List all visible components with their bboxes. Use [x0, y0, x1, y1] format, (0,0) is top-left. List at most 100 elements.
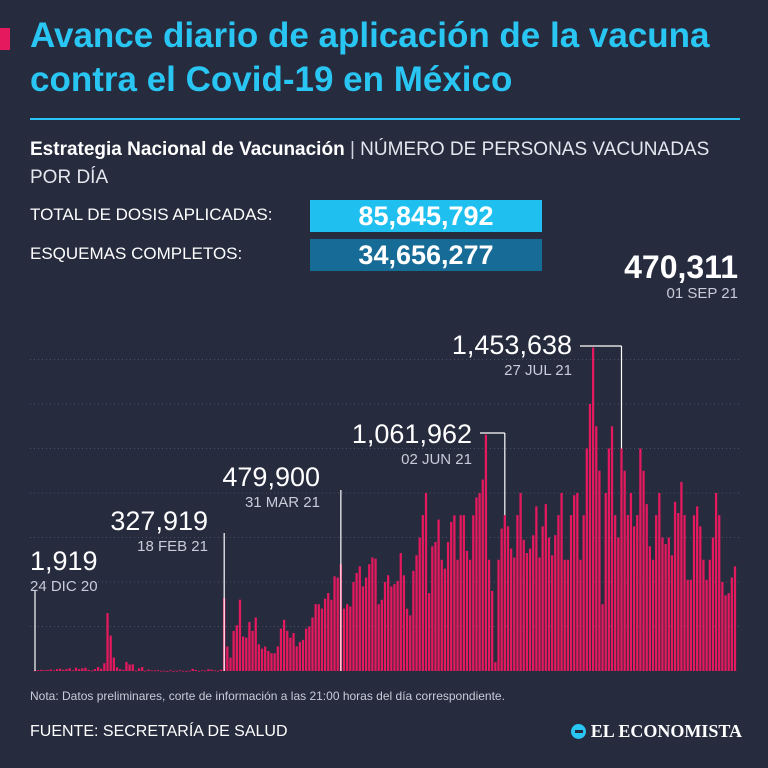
bar	[472, 515, 475, 671]
bar	[270, 653, 273, 671]
bar	[585, 448, 588, 671]
bar	[721, 582, 724, 671]
bar	[204, 670, 207, 672]
bar	[137, 668, 141, 671]
bar	[538, 557, 541, 671]
bar	[383, 582, 387, 671]
bar	[194, 669, 197, 671]
bar	[528, 548, 532, 672]
bar	[689, 579, 692, 671]
bar	[648, 546, 651, 671]
bar	[673, 501, 677, 671]
annotation-date: 24 DIC 20	[30, 578, 98, 595]
bar	[358, 566, 361, 671]
bar	[614, 515, 617, 671]
bar	[210, 669, 213, 671]
bar	[286, 630, 289, 671]
bar	[323, 598, 327, 671]
bar	[642, 470, 645, 671]
bar	[664, 544, 667, 671]
bar	[103, 663, 106, 671]
bar	[459, 515, 462, 671]
bar	[696, 506, 699, 671]
bar	[276, 646, 279, 671]
bar	[557, 515, 560, 671]
bar	[670, 555, 674, 671]
bar	[494, 662, 497, 671]
bar	[399, 553, 402, 671]
bar	[93, 669, 97, 671]
total-doses-value: 85,845,792	[310, 200, 542, 232]
bar	[320, 608, 324, 671]
bar	[497, 559, 500, 671]
bar	[264, 646, 267, 671]
bar	[421, 515, 424, 671]
page-title: Avance diario de aplicación de la vacuna…	[30, 16, 710, 99]
bar	[115, 667, 119, 671]
bar	[368, 564, 371, 671]
bar	[576, 492, 579, 671]
bar	[109, 635, 112, 671]
bar	[311, 617, 314, 671]
bar	[200, 670, 204, 672]
bar	[519, 493, 522, 671]
bar	[342, 608, 346, 671]
bar	[62, 669, 65, 671]
bar	[122, 669, 125, 671]
bar	[131, 664, 134, 671]
bar	[595, 426, 598, 671]
bar	[374, 558, 377, 671]
bar	[327, 593, 330, 671]
bar	[405, 608, 409, 671]
bar	[282, 619, 286, 671]
bar	[632, 526, 636, 672]
bar	[238, 599, 242, 671]
bar	[563, 559, 566, 671]
bar	[506, 526, 510, 671]
bar	[112, 657, 115, 671]
bar	[156, 670, 160, 671]
bar	[46, 669, 49, 671]
bar	[623, 470, 626, 671]
bar	[128, 664, 131, 671]
bar	[525, 553, 529, 671]
bar	[620, 448, 623, 671]
bar	[298, 641, 301, 671]
bar	[241, 636, 245, 671]
bar	[412, 570, 415, 672]
bar	[550, 555, 554, 671]
bar	[469, 559, 472, 671]
bar	[191, 668, 194, 671]
annotation-date: 02 JUN 21	[401, 451, 472, 468]
annotation-value: 470,311	[624, 250, 738, 285]
bar	[106, 613, 109, 671]
bar	[232, 630, 235, 671]
brand-logo: EL ECONOMISTA	[570, 721, 742, 742]
bar	[532, 535, 535, 671]
bar	[711, 537, 715, 671]
bar	[308, 626, 311, 671]
bar	[718, 515, 721, 671]
bar	[245, 637, 248, 672]
bar	[125, 661, 128, 671]
bar	[153, 670, 156, 672]
total-doses-label: TOTAL DE DOSIS APLICADAS:	[30, 205, 273, 224]
bar	[390, 586, 393, 671]
bar	[301, 639, 305, 671]
bar	[84, 667, 87, 671]
subtitle-measure: NÚMERO DE PERSONAS VACUNADAS POR DÍA	[30, 139, 710, 188]
annotation-value: 1,061,962	[352, 419, 472, 449]
bar	[434, 541, 437, 671]
bar	[569, 515, 573, 671]
annotation-date: 18 FEB 21	[137, 538, 208, 555]
bar	[141, 666, 144, 671]
brand-mark-icon	[570, 724, 586, 739]
bar	[428, 593, 431, 672]
bar	[661, 537, 664, 671]
bar	[349, 606, 352, 671]
bar	[513, 557, 516, 671]
bar	[604, 493, 607, 671]
bar	[74, 667, 78, 671]
bar	[235, 625, 238, 671]
bar	[90, 670, 93, 672]
